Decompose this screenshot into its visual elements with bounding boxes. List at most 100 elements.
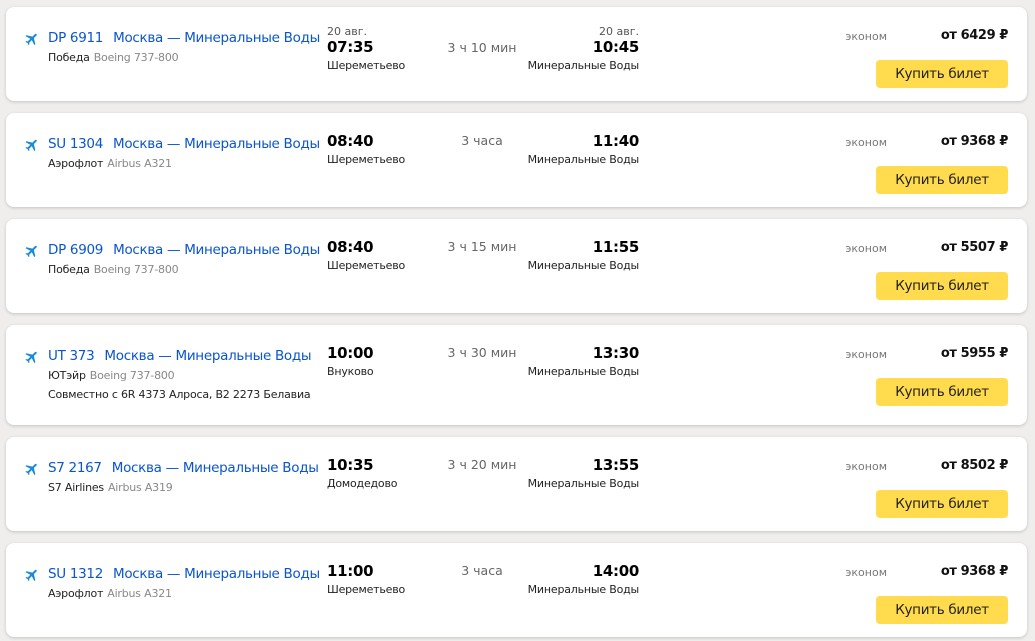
fare-class: эконом	[845, 460, 887, 473]
airplane-icon	[25, 463, 37, 476]
departure-date: 20 авг.	[327, 25, 367, 38]
flight-duration: 3 часа	[461, 133, 503, 148]
departure-airport: Шереметьево	[327, 583, 406, 596]
departure-time: 11:00	[327, 562, 374, 580]
flight-duration: 3 часа	[461, 563, 503, 578]
flight-route[interactable]: Москва — Минеральные Воды	[113, 30, 320, 46]
buy-ticket-button[interactable]: Купить билет	[876, 166, 1008, 194]
arrival: 13:55 Минеральные Воды	[527, 443, 640, 490]
arrival-airport: Минеральные Воды	[527, 259, 640, 272]
departure-time: 08:40	[327, 132, 374, 150]
flight-number[interactable]: UT 373	[48, 348, 95, 364]
flight-number[interactable]: DP 6911	[48, 30, 104, 46]
price: от 6429 ₽	[940, 28, 1009, 43]
departure: 08:40 Шереметьево	[327, 225, 405, 272]
flight-card: SU 1312 Москва — Минеральные Воды Аэрофло…	[6, 543, 1027, 637]
arrival-time: 13:55	[592, 456, 640, 474]
departure-airport: Шереметьево	[327, 153, 406, 166]
flight-route[interactable]: Москва — Минеральные Воды	[113, 136, 320, 152]
buy-ticket-button[interactable]: Купить билет	[876, 596, 1008, 624]
fare-class: эконом	[845, 348, 887, 361]
fare-class: эконом	[845, 136, 887, 149]
flight-card: UT 373 Москва — Минеральные Воды ЮТэйр Boe…	[6, 325, 1027, 425]
price: от 5507 ₽	[940, 240, 1009, 255]
departure: 08:40 Шереметьево	[327, 119, 405, 166]
arrival-time: 13:30	[592, 344, 640, 362]
departure: 10:00 Внуково	[327, 331, 374, 378]
departure-time: 10:35	[327, 456, 374, 474]
aircraft: Boeing 737-800	[93, 51, 179, 64]
departure-time: 07:35	[327, 38, 374, 56]
price: от 5955 ₽	[940, 346, 1009, 361]
departure: 10:35 Домодедово	[327, 443, 397, 490]
buy-ticket-button[interactable]: Купить билет	[876, 490, 1008, 518]
arrival: 20 авг. 10:45 Минеральные Воды	[527, 25, 640, 72]
arrival-date: 20 авг.	[599, 25, 639, 38]
fare-class: эконом	[845, 30, 887, 43]
airplane-icon	[25, 139, 37, 152]
flight-title[interactable]: SU 1304 Москва — Минеральные Воды	[48, 136, 320, 152]
airplane-icon	[25, 33, 37, 46]
arrival-airport: Минеральные Воды	[527, 59, 640, 72]
price: от 9368 ₽	[940, 564, 1009, 579]
arrival-time: 11:55	[592, 238, 640, 256]
aircraft: Airbus A321	[107, 157, 172, 170]
flight-route[interactable]: Москва — Минеральные Воды	[113, 566, 320, 582]
buy-ticket-button[interactable]: Купить билет	[876, 378, 1008, 406]
flight-number[interactable]: S7 2167	[48, 460, 102, 476]
airline: ЮТэйр	[48, 369, 86, 382]
flight-duration: 3 ч 30 мин	[447, 345, 517, 360]
departure-airport: Внуково	[327, 365, 374, 378]
airline: Победа	[48, 51, 90, 64]
airplane-icon	[25, 245, 37, 258]
aircraft: Boeing 737-800	[89, 369, 175, 382]
arrival-airport: Минеральные Воды	[527, 583, 640, 596]
codeshare-info: Совместно с 6R 4373 Алроса, B2 2273 Бела…	[48, 388, 311, 401]
flight-number[interactable]: SU 1304	[48, 136, 103, 152]
departure-airport: Шереметьево	[327, 59, 406, 72]
arrival: 14:00 Минеральные Воды	[527, 549, 640, 596]
buy-ticket-button[interactable]: Купить билет	[876, 60, 1008, 88]
departure: 20 авг. 07:35 Шереметьево	[327, 25, 405, 72]
departure-airport: Шереметьево	[327, 259, 406, 272]
airplane-icon	[25, 569, 37, 582]
flight-card: S7 2167 Москва — Минеральные Воды S7 Airl…	[6, 437, 1027, 531]
arrival: 11:40 Минеральные Воды	[527, 119, 640, 166]
arrival-time: 10:45	[592, 38, 640, 56]
flight-duration: 3 ч 20 мин	[447, 457, 517, 472]
flight-title[interactable]: S7 2167 Москва — Минеральные Воды	[48, 460, 319, 476]
airplane-icon	[25, 351, 37, 364]
arrival-time: 11:40	[592, 132, 640, 150]
flight-duration: 3 ч 15 мин	[447, 239, 517, 254]
price: от 8502 ₽	[940, 458, 1009, 473]
aircraft: Airbus A321	[107, 587, 172, 600]
flight-title[interactable]: SU 1312 Москва — Минеральные Воды	[48, 566, 320, 582]
flight-title[interactable]: DP 6909 Москва — Минеральные Воды	[48, 242, 320, 258]
arrival-airport: Минеральные Воды	[527, 477, 640, 490]
arrival-airport: Минеральные Воды	[527, 153, 640, 166]
departure-time: 08:40	[327, 238, 374, 256]
flight-number[interactable]: DP 6909	[48, 242, 104, 258]
fare-class: эконом	[845, 566, 887, 579]
flight-route[interactable]: Москва — Минеральные Воды	[104, 348, 312, 364]
flight-route[interactable]: Москва — Минеральные Воды	[113, 242, 320, 258]
flight-card: DP 6911 Москва — Минеральные Воды Победа B…	[6, 7, 1027, 101]
departure-airport: Домодедово	[327, 477, 398, 490]
flight-duration: 3 ч 10 мин	[447, 40, 517, 55]
airline: Аэрофлот	[48, 157, 104, 170]
flight-title[interactable]: UT 373 Москва — Минеральные Воды	[48, 348, 312, 364]
arrival: 11:55 Минеральные Воды	[527, 225, 640, 272]
fare-class: эконом	[845, 242, 887, 255]
airline: Победа	[48, 263, 90, 276]
departure: 11:00 Шереметьево	[327, 549, 405, 596]
flight-number[interactable]: SU 1312	[48, 566, 103, 582]
airline: S7 Airlines	[48, 481, 104, 494]
flight-title[interactable]: DP 6911 Москва — Минеральные Воды	[48, 30, 320, 46]
flight-card: DP 6909 Москва — Минеральные Воды Победа B…	[6, 219, 1027, 313]
airline: Аэрофлот	[48, 587, 104, 600]
aircraft: Boeing 737-800	[93, 263, 179, 276]
flight-route[interactable]: Москва — Минеральные Воды	[111, 460, 319, 476]
aircraft: Airbus A319	[107, 481, 173, 494]
buy-ticket-button[interactable]: Купить билет	[876, 272, 1008, 300]
